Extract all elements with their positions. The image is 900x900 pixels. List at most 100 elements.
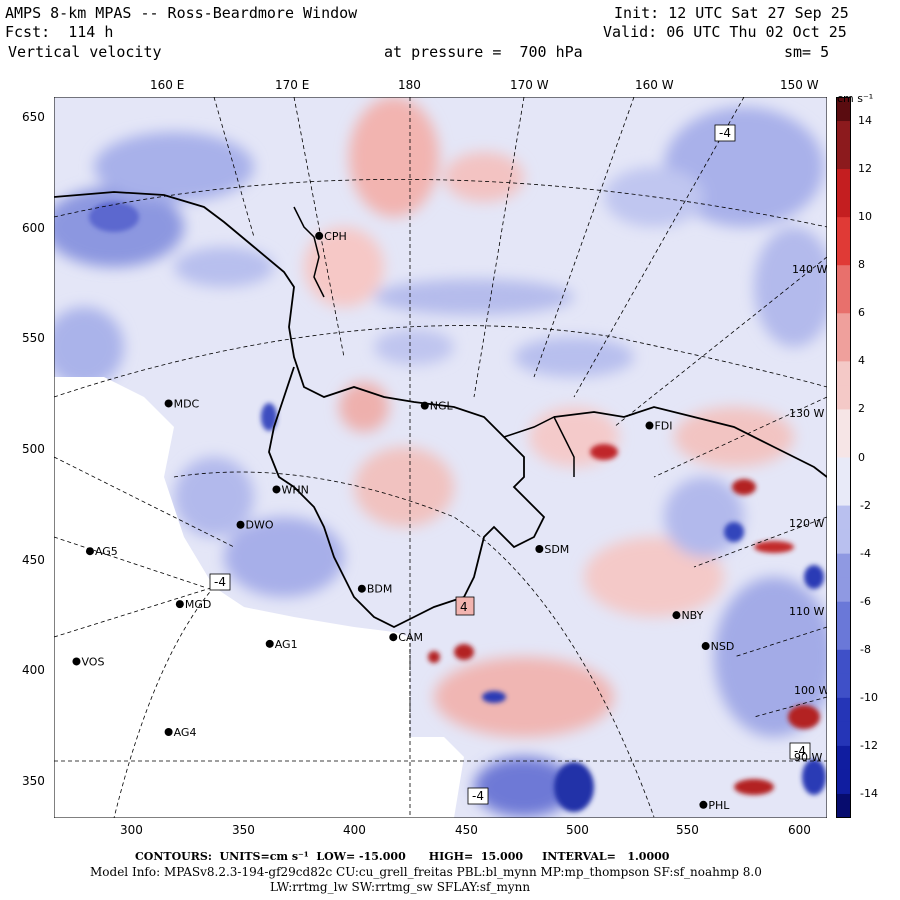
field-blob xyxy=(354,447,454,527)
y-tick-450: 450 xyxy=(22,553,45,567)
init-time: Init: 12 UTC Sat 27 Sep 25 xyxy=(614,4,849,22)
station-label-vos: VOS xyxy=(81,655,104,668)
colorbar-segment xyxy=(836,649,851,675)
colorbar-segment xyxy=(836,385,851,410)
field-blob xyxy=(54,307,124,387)
station-label-mgd: MGD xyxy=(185,598,212,611)
ice-shelf-edge xyxy=(503,415,575,477)
station-marker-sdm[interactable] xyxy=(535,545,544,554)
lon-tick-170e: 170 E xyxy=(275,78,310,92)
field-blob xyxy=(374,279,574,315)
map-panel[interactable]: -4 4 -4 -4 -4 140 W 130 W 120 W 110 W 10… xyxy=(54,97,827,818)
lon-label: 100 W xyxy=(794,684,827,697)
colorbar-segment xyxy=(836,265,851,290)
station-marker-mgd[interactable] xyxy=(175,600,184,609)
lon-tick-170w: 170 W xyxy=(510,78,549,92)
station-marker-whn[interactable] xyxy=(272,485,281,494)
x-tick-600: 600 xyxy=(788,823,811,837)
lon-label: 140 W xyxy=(792,263,827,276)
field-blob xyxy=(584,537,724,617)
station-label-sdm: SDM xyxy=(544,543,569,556)
station-label-whn: WHN xyxy=(281,483,308,496)
cell xyxy=(428,651,440,663)
colorbar-segment xyxy=(836,433,851,458)
field-blob xyxy=(174,247,274,287)
stations-layer: CPH MDC NGL FDI WHN DWO SDM AG5 BDM MGD NBY CAM AG1 N… xyxy=(72,230,734,812)
colorbar-tick-label: -12 xyxy=(860,738,878,752)
colorbar-tick-label: -4 xyxy=(860,546,871,560)
field-blob xyxy=(514,337,634,377)
colorbar-frame xyxy=(836,97,851,818)
colorbar-segment xyxy=(836,529,851,555)
lon-tick-160w: 160 W xyxy=(635,78,674,92)
coastline xyxy=(54,191,546,629)
station-marker-ag4[interactable] xyxy=(164,728,173,737)
colorbar-tick-label: 12 xyxy=(858,162,872,176)
colorbar-segment xyxy=(836,673,851,699)
station-marker-cam[interactable] xyxy=(389,633,398,642)
colorbar-units: cm s⁻¹ xyxy=(837,92,874,105)
map-svg: -4 4 -4 -4 -4 140 W 130 W 120 W 110 W 10… xyxy=(54,97,827,818)
cell xyxy=(554,762,594,812)
colorbar-segment xyxy=(836,625,851,651)
station-marker-nsd[interactable] xyxy=(701,642,710,651)
x-tick-300: 300 xyxy=(120,823,143,837)
station-marker-ag5[interactable] xyxy=(85,547,94,556)
lon-label: 110 W xyxy=(789,605,824,618)
colorbar-tick-label: -14 xyxy=(860,786,878,800)
colorbar-tick-label: -10 xyxy=(860,690,878,704)
station-label-cam: CAM xyxy=(398,631,423,644)
station-label-mdc: MDC xyxy=(174,397,200,410)
station-marker-dwo[interactable] xyxy=(236,520,245,529)
station-marker-nby[interactable] xyxy=(672,611,681,620)
x-tick-500: 500 xyxy=(566,823,589,837)
station-marker-cph[interactable] xyxy=(315,231,324,240)
station-marker-bdm[interactable] xyxy=(357,584,366,593)
station-label-fdi: FDI xyxy=(654,420,672,433)
colorbar-segment xyxy=(836,745,851,771)
station-marker-ngl[interactable] xyxy=(420,401,429,410)
cell xyxy=(734,779,774,795)
station-label-ag5: AG5 xyxy=(95,545,118,558)
colorbar-segment xyxy=(836,721,851,747)
colorbar-segment xyxy=(836,289,851,314)
lon-label: 90 W xyxy=(794,751,822,764)
lon-tick-150w: 150 W xyxy=(780,78,819,92)
colorbar-segment xyxy=(836,193,851,218)
colorbar-segment xyxy=(836,553,851,579)
cell xyxy=(590,444,618,460)
field-blob xyxy=(664,477,744,557)
contour-label: -4 xyxy=(794,744,806,758)
colorbar-segment xyxy=(836,361,851,386)
colorbar-tick-label: 2 xyxy=(858,402,865,416)
colorbar-segment xyxy=(836,601,851,627)
field-blob xyxy=(304,227,384,307)
field-blob xyxy=(674,407,794,467)
colorbar-segment xyxy=(836,793,851,818)
colorbar-segment xyxy=(836,241,851,266)
station-marker-ag1[interactable] xyxy=(265,639,274,648)
model-info: Model Info: MPASv8.2.3-194-gf29cd82c CU:… xyxy=(90,865,762,879)
station-marker-vos[interactable] xyxy=(72,657,81,666)
colorbar-tick-label: -6 xyxy=(860,594,871,608)
cell xyxy=(788,705,820,729)
forecast-hour: Fcst: 114 h xyxy=(5,23,114,41)
colorbar-segment xyxy=(836,697,851,723)
colorbar-segment xyxy=(836,217,851,242)
colorbar-tick-label: 0 xyxy=(858,450,865,464)
contour-label: 4 xyxy=(460,600,468,614)
cell xyxy=(802,759,826,795)
colorbar-tick-label: 10 xyxy=(858,210,872,224)
cell xyxy=(454,644,474,660)
station-marker-phl[interactable] xyxy=(699,800,708,809)
colorbar-segment xyxy=(836,337,851,362)
field-blob xyxy=(374,329,454,365)
cell xyxy=(732,479,756,495)
station-marker-mdc[interactable] xyxy=(164,399,173,408)
x-tick-350: 350 xyxy=(232,823,255,837)
station-marker-fdi[interactable] xyxy=(645,421,654,430)
field-blob xyxy=(754,227,827,347)
y-tick-350: 350 xyxy=(22,774,45,788)
lon-tick-180: 180 xyxy=(398,78,421,92)
variable-name: Vertical velocity xyxy=(8,43,162,61)
